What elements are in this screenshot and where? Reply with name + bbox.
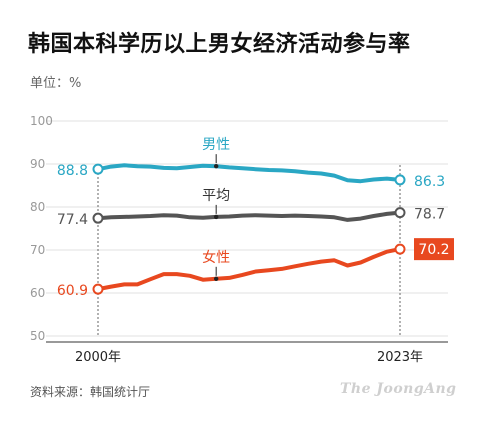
publisher-watermark: The JoongAng [340, 381, 457, 397]
series-line-1 [96, 210, 402, 222]
series-end-value-1: 78.7 [414, 207, 445, 223]
series-point-end-2 [394, 243, 406, 255]
series-point-end-0 [394, 174, 406, 186]
y-tick-label-100: 100 [30, 114, 53, 128]
series-point-end-1 [394, 207, 406, 219]
y-tick-label-70: 70 [30, 243, 45, 257]
series-line-2 [96, 247, 402, 292]
series-start-value-2: 60.9 [57, 283, 88, 299]
series-start-value-0: 88.8 [57, 163, 88, 179]
source-note: 资料来源：韩国统计厅 [30, 385, 151, 399]
series-start-value-1: 77.4 [57, 212, 88, 228]
annotation-dot-1 [213, 214, 219, 220]
y-tick-label-80: 80 [30, 200, 45, 214]
y-tick-label-50: 50 [30, 329, 45, 343]
series-point-start-0 [92, 163, 104, 175]
series-name-label-0: 男性 [202, 137, 230, 153]
y-tick-label-60: 60 [30, 286, 45, 300]
annotation-dot-0 [213, 163, 219, 169]
chart-title: 韩国本科学历以上男女经济活动参与率 [28, 32, 411, 57]
series-point-start-2 [92, 283, 104, 295]
series-end-value-0: 86.3 [414, 174, 445, 190]
series-point-start-1 [92, 212, 104, 224]
series-end-value-box-2 [414, 238, 454, 261]
series-end-value-2: 70.2 [418, 242, 449, 258]
y-tick-label-90: 90 [30, 157, 45, 171]
series-line-0 [96, 163, 402, 184]
annotation-dot-2 [213, 276, 219, 282]
x-tick-label-start: 2000年 [75, 350, 121, 365]
series-name-label-1: 平均 [202, 188, 230, 204]
unit-label: 单位：% [30, 76, 82, 91]
series-name-label-2: 女性 [202, 249, 230, 266]
x-tick-label-end: 2023年 [377, 350, 423, 365]
